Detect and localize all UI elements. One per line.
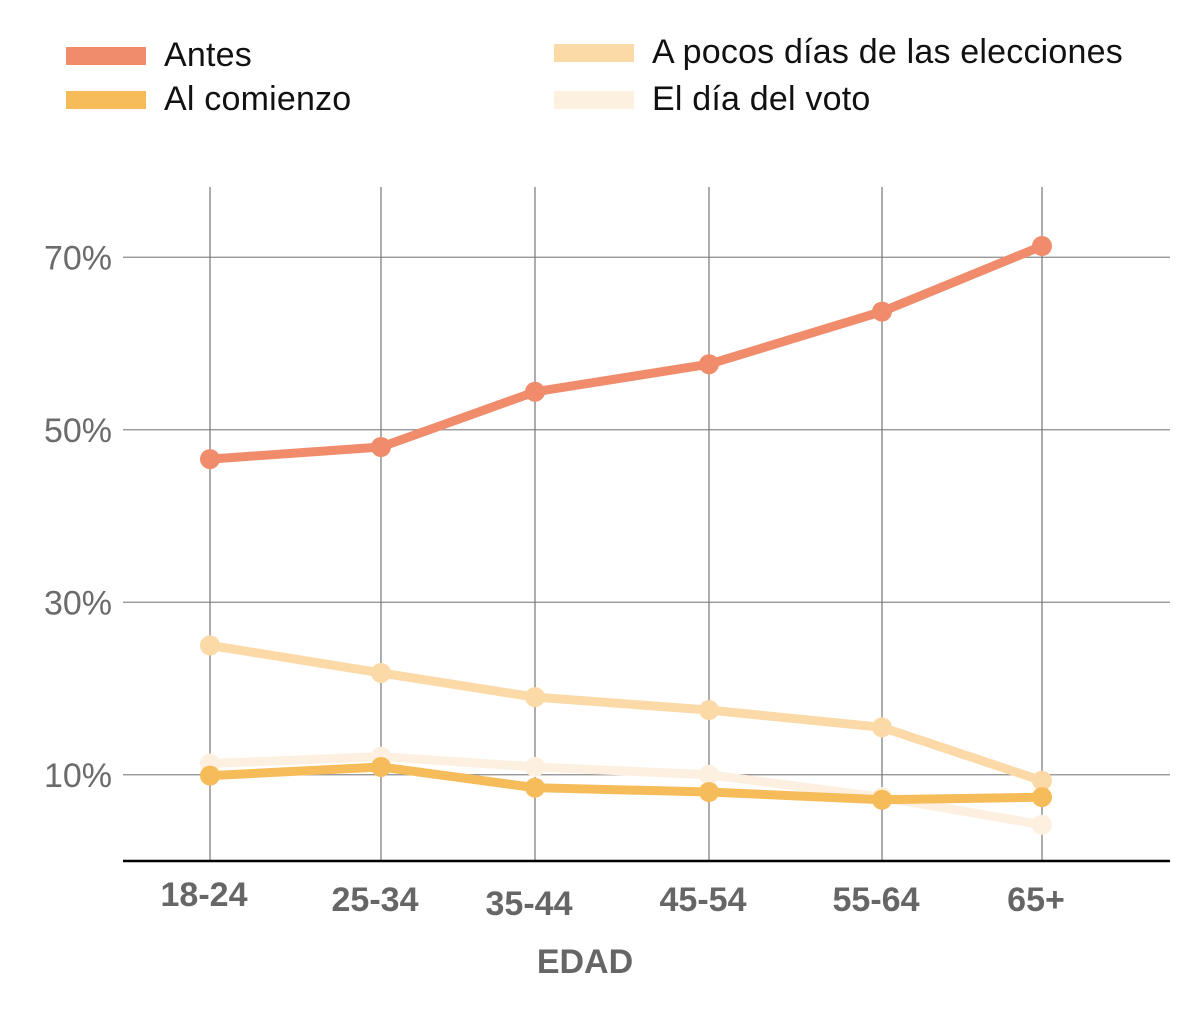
data-point bbox=[371, 756, 391, 777]
data-point bbox=[525, 777, 545, 798]
data-point bbox=[200, 635, 220, 656]
legend-swatch-al-comienzo bbox=[66, 90, 146, 109]
data-point bbox=[872, 789, 892, 810]
series-antes bbox=[200, 236, 1052, 470]
series-line bbox=[205, 640, 1047, 786]
data-point bbox=[699, 782, 719, 802]
legend-item-el-dia-del-voto: El día del voto bbox=[554, 80, 870, 119]
legend-swatch-antes bbox=[66, 46, 146, 65]
legend-label-antes: Antes bbox=[164, 36, 252, 74]
y-tick-label: 70% bbox=[44, 239, 112, 277]
data-point bbox=[200, 449, 220, 470]
y-tick-label: 30% bbox=[44, 584, 112, 622]
data-point bbox=[371, 662, 391, 683]
data-point bbox=[1032, 770, 1052, 791]
x-axis-label: EDAD bbox=[537, 943, 633, 981]
x-tick-label: 45-54 bbox=[660, 881, 747, 919]
data-point bbox=[200, 765, 220, 786]
x-axis-ticks: 18-24 25-34 35-44 45-54 55-64 65+ bbox=[161, 876, 1065, 923]
data-point bbox=[371, 437, 391, 457]
data-point bbox=[525, 687, 545, 708]
legend-item-al-comienzo: Al comienzo bbox=[66, 80, 351, 119]
series-a-pocos-d-as-de-las-elecciones bbox=[200, 635, 1052, 791]
legend-label-el-dia-del-voto: El día del voto bbox=[652, 80, 871, 118]
x-tick-label: 35-44 bbox=[486, 885, 573, 923]
data-point bbox=[1032, 814, 1052, 835]
data-point bbox=[872, 301, 892, 322]
data-point bbox=[1032, 236, 1052, 257]
legend-item-a-pocos-dias: A pocos días de las elecciones bbox=[554, 33, 1123, 72]
series-lines bbox=[200, 236, 1052, 835]
x-tick-label: 55-64 bbox=[833, 881, 920, 919]
x-tick-label: 25-34 bbox=[332, 881, 419, 919]
y-tick-label: 50% bbox=[44, 412, 112, 450]
y-axis-ticks: 10% 30% 50% 70% bbox=[44, 239, 112, 795]
data-point bbox=[699, 354, 719, 375]
data-point bbox=[699, 700, 719, 721]
data-point bbox=[525, 756, 545, 777]
series-al-comienzo bbox=[200, 756, 1052, 810]
data-point bbox=[1032, 787, 1052, 808]
legend-label-a-pocos-dias: A pocos días de las elecciones bbox=[652, 33, 1123, 71]
data-point bbox=[525, 381, 545, 402]
data-point bbox=[699, 764, 719, 785]
y-tick-label: 10% bbox=[44, 757, 112, 795]
data-point bbox=[872, 717, 892, 738]
series-line bbox=[205, 241, 1047, 464]
legend-item-antes: Antes bbox=[66, 36, 252, 75]
x-tick-label: 65+ bbox=[1007, 881, 1065, 919]
series-line bbox=[205, 762, 1047, 805]
legend-swatch-a-pocos-dias bbox=[554, 43, 634, 62]
legend-label-al-comienzo: Al comienzo bbox=[164, 80, 352, 118]
legend-swatch-el-dia-del-voto bbox=[554, 90, 634, 109]
x-tick-label: 18-24 bbox=[161, 876, 248, 914]
